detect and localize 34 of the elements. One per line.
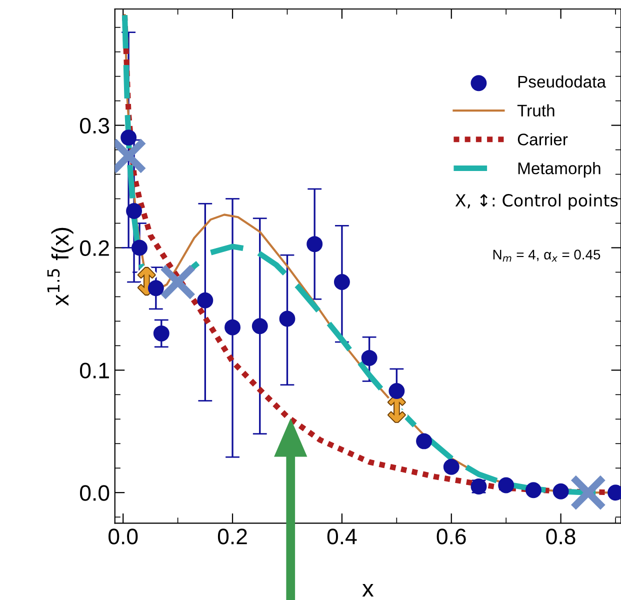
x-tick-label: 0.0 <box>108 528 138 544</box>
point <box>197 292 214 308</box>
point <box>552 483 569 500</box>
point <box>132 240 148 256</box>
legend-label: Truth <box>517 104 554 117</box>
point <box>224 319 240 336</box>
point <box>361 350 378 366</box>
x-tick-label: 0.2 <box>218 528 247 544</box>
y-tick-label: 0.3 <box>80 118 110 134</box>
point <box>279 310 296 327</box>
point <box>153 325 170 342</box>
y-axis-title: x$^{1.5}$ f(x) <box>47 228 74 306</box>
x-tick-label: 0.4 <box>327 528 357 544</box>
y-tick-label: 0.1 <box>80 362 109 378</box>
legend-label: Pseudodata <box>518 75 606 88</box>
point <box>334 274 350 290</box>
point <box>388 383 405 399</box>
y-tick-label: 0.2 <box>80 240 109 256</box>
point <box>120 130 137 146</box>
point <box>126 203 142 219</box>
point <box>443 458 460 475</box>
x-tick-label: 0.6 <box>436 528 466 544</box>
point <box>416 433 432 450</box>
annotation: N$_{m}$ = 4, α$_{x}$ = 0.45 <box>493 250 600 262</box>
point <box>252 318 268 334</box>
x-tick-label: 0.8 <box>546 528 576 544</box>
point <box>306 236 323 252</box>
annotation: X, ↕: Control points <box>455 194 618 210</box>
legend-label: Carrier <box>518 133 568 146</box>
y-tick-label: 0.0 <box>80 485 110 501</box>
point <box>498 477 514 494</box>
x-axis-title: x <box>362 584 374 596</box>
legend-label: Metamorph <box>518 162 600 178</box>
point <box>525 482 542 498</box>
